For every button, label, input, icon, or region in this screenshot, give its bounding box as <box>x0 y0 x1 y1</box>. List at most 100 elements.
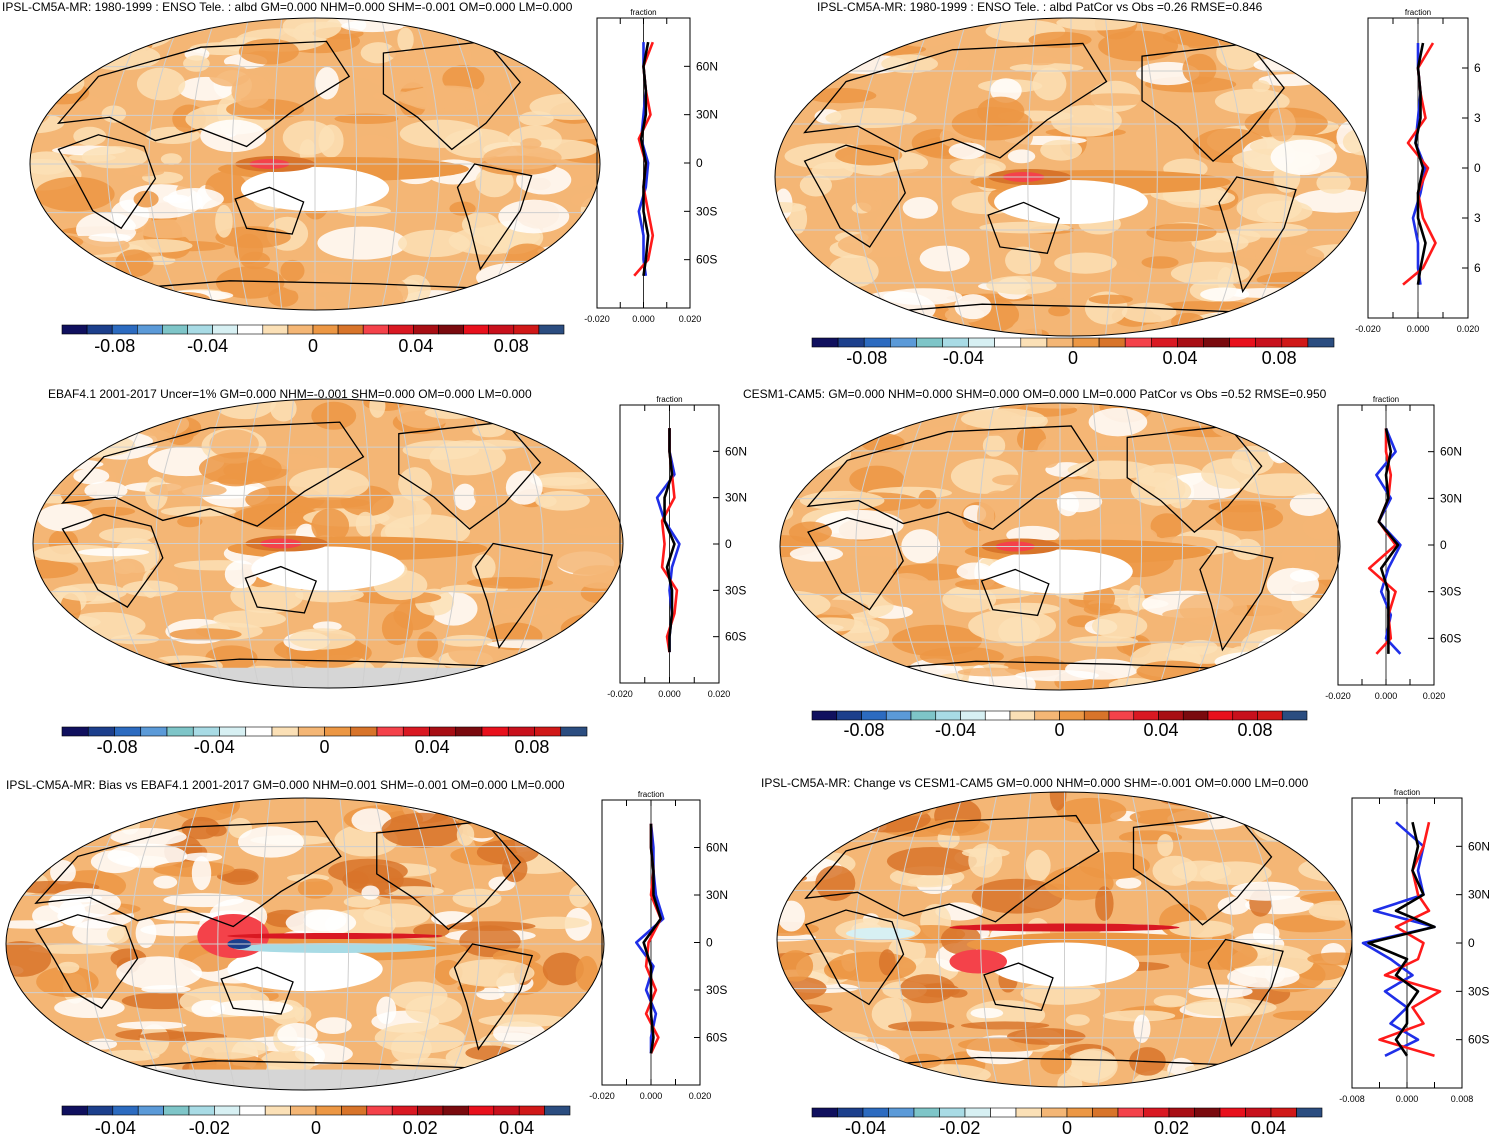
lat-label: 0 <box>696 156 703 170</box>
x-tick-label: -0.020 <box>1355 324 1381 334</box>
field-patch <box>1040 1049 1072 1075</box>
field-patch <box>1222 18 1268 40</box>
field-patch <box>834 1043 853 1065</box>
field-patch <box>1217 896 1250 915</box>
coastline <box>806 425 1095 531</box>
field-patch <box>30 44 59 68</box>
panel-3: EBAF4.1 2001-2017 Uncer=1% GM=0.000 NHM=… <box>0 380 745 770</box>
colorbar-label: 0.08 <box>1238 720 1273 740</box>
field-patch <box>777 1044 849 1059</box>
colorbar-swatch <box>212 324 239 335</box>
colorbar-label: -0.08 <box>94 336 135 356</box>
colorbar-swatch <box>137 324 163 335</box>
field-patch <box>182 1037 269 1060</box>
field-patch <box>968 608 1057 643</box>
coastline <box>803 144 906 248</box>
profile-title: fraction <box>656 395 682 404</box>
graticule-lon <box>1092 403 1102 690</box>
graticule-lon <box>1124 403 1143 690</box>
profile-title: fraction <box>1405 8 1431 17</box>
field-patch <box>1316 171 1351 194</box>
graticule-lon <box>447 18 482 310</box>
field-patch <box>136 67 186 101</box>
field-patch <box>64 673 121 688</box>
colorbar-swatch <box>337 324 364 335</box>
colorbar-5: -0.04 -0.02 0 0.02 0.04 <box>61 1105 571 1138</box>
field-patch <box>954 294 992 320</box>
field-patch <box>970 1007 1004 1019</box>
field-patch <box>311 508 350 544</box>
colorbar-swatch <box>1041 1107 1068 1118</box>
field-patch <box>871 997 912 1031</box>
zonal-profile-1: 60N 30N 0 30S 60S -0.020 0.000 0.020 fraction <box>584 8 718 324</box>
colorbar-swatch <box>1143 1107 1170 1118</box>
field-patch <box>107 843 188 868</box>
field-patch <box>1056 797 1127 825</box>
panel-4-title: CESM1-CAM5: GM=0.000 NHM=0.000 SHM=0.000… <box>743 387 1327 401</box>
colorbar-swatch <box>366 1105 393 1116</box>
field-patch <box>777 1040 823 1049</box>
colorbar-swatch <box>137 1105 164 1116</box>
colorbar-label: 0.04 <box>1162 348 1197 368</box>
graticule-lon <box>1190 403 1224 690</box>
field-patch <box>459 925 521 958</box>
colorbar-label: -0.04 <box>194 737 235 757</box>
field-patch <box>546 38 589 50</box>
panel-5: IPSL-CM5A-MR: Bias vs EBAF4.1 2001-2017 … <box>0 770 745 1140</box>
field-patch <box>441 634 493 647</box>
field-patch <box>808 1040 894 1071</box>
colorbar-swatch <box>1108 710 1135 721</box>
coastline <box>980 568 1050 617</box>
colorbar-swatch <box>214 1105 241 1116</box>
field-patch <box>515 399 584 418</box>
field-patch <box>224 560 258 589</box>
graticule-lon <box>941 18 968 336</box>
coastline <box>115 280 515 291</box>
field-patch <box>885 677 908 690</box>
lat-label: 6 <box>1474 61 1481 75</box>
field-patch <box>166 188 224 210</box>
colorbar-swatch <box>362 324 389 335</box>
field-patch <box>30 234 84 250</box>
colorbar-label: 0.04 <box>499 1118 534 1138</box>
x-tick-label: 0.000 <box>658 689 681 699</box>
field-patch <box>1272 1069 1318 1086</box>
colorbar-swatch <box>488 324 515 335</box>
field-patch <box>854 320 924 336</box>
field-patch <box>476 262 554 293</box>
field-patch <box>1170 312 1205 331</box>
graticule-lon <box>855 403 898 690</box>
field-patch <box>349 134 395 158</box>
field-patch <box>1115 877 1142 889</box>
field-patch <box>1025 849 1051 882</box>
colorbar-swatch <box>1059 710 1085 721</box>
field-patch <box>955 578 1008 590</box>
field-patch <box>28 944 119 954</box>
field-patch <box>75 42 93 72</box>
field-patch <box>789 670 828 689</box>
field-patch <box>775 324 816 336</box>
graticule-lon <box>189 18 216 310</box>
lat-label: 30N <box>696 108 718 122</box>
field-patch <box>101 286 125 310</box>
x-tick-label: -0.020 <box>589 1091 615 1101</box>
colorbar-swatch <box>493 1105 520 1116</box>
field-patch <box>311 401 357 430</box>
colorbar-swatch <box>888 1107 915 1118</box>
field-patch <box>92 18 156 24</box>
field-patch <box>845 310 872 332</box>
field-patch <box>1179 592 1248 626</box>
field-patch <box>1095 886 1114 921</box>
graticule-lon <box>86 798 132 1090</box>
field-patch <box>880 572 934 608</box>
field-patch <box>881 54 938 74</box>
field-patch <box>116 956 203 990</box>
colorbar-swatch <box>192 726 220 737</box>
field-patch <box>500 607 555 617</box>
field-patch <box>789 546 844 562</box>
colorbar-swatch <box>964 1107 991 1118</box>
field-patch <box>1227 965 1300 988</box>
field-patch <box>153 875 178 889</box>
colorbar-label: -0.04 <box>845 1118 886 1138</box>
profile-series-mean <box>639 41 650 276</box>
